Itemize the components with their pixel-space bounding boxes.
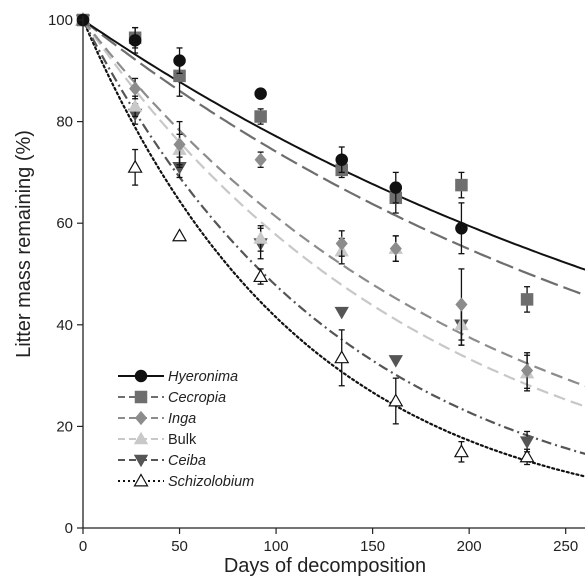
data-point: [172, 228, 188, 242]
data-point: [173, 54, 186, 67]
legend-label: Bulk: [168, 432, 197, 448]
y-tick-label: 0: [65, 520, 73, 537]
fit-curves: [83, 18, 585, 478]
data-point: [455, 178, 468, 192]
data-point: [520, 293, 534, 306]
series-inga: [76, 12, 534, 389]
legend-marker: [134, 410, 148, 426]
axes: 0 50 100 150 200 250 0 20 40 60 80 100: [48, 12, 585, 555]
series-schizolobium: [75, 12, 535, 466]
x-tick-label: 150: [360, 538, 385, 555]
legend-label: Ceiba: [168, 453, 206, 469]
data-point: [334, 350, 350, 364]
data-point: [388, 393, 404, 407]
data-point: [389, 241, 402, 256]
series-ceiba: [75, 14, 535, 453]
data-point: [253, 231, 268, 244]
data-point: [519, 436, 535, 449]
x-tick-label: 100: [264, 538, 289, 555]
data-point: [253, 268, 269, 283]
series-bulk: [75, 12, 535, 392]
data-point: [334, 306, 349, 320]
fit-curve-inga: [83, 19, 585, 388]
data-point: [389, 181, 403, 194]
data-point: [127, 159, 143, 173]
data-point: [519, 449, 535, 463]
data-point: [521, 363, 534, 378]
legend-marker: [133, 473, 149, 487]
fit-curve-ceiba: [83, 19, 585, 455]
legend-label: Inga: [168, 411, 196, 427]
y-tick-label: 80: [56, 114, 73, 131]
data-point: [254, 152, 267, 167]
x-tick-label: 0: [79, 538, 87, 555]
legend-marker: [133, 454, 149, 468]
x-tick-label: 50: [171, 538, 188, 555]
data-point: [453, 444, 469, 458]
legend-marker: [134, 390, 148, 404]
fit-curve-schizolobium: [83, 18, 585, 478]
data-point: [455, 297, 468, 312]
y-tick-label: 60: [56, 215, 73, 232]
y-axis-title: Litter mass remaining (%): [13, 130, 35, 358]
legend-marker: [134, 369, 148, 383]
data-point: [254, 87, 267, 100]
x-axis-title: Days of decomposition: [224, 555, 426, 576]
data-point: [173, 137, 186, 152]
data-point: [128, 34, 142, 47]
y-tick-label: 40: [56, 317, 73, 334]
data-point: [455, 222, 468, 235]
fit-curve-cecropia: [83, 19, 585, 297]
series-cecropia: [76, 13, 534, 313]
data-point: [388, 355, 403, 368]
y-tick-label: 20: [56, 418, 73, 435]
x-tick-label: 200: [457, 538, 482, 555]
plot-area: [75, 12, 585, 478]
x-tick-label: 250: [553, 538, 578, 555]
legend-label: Schizolobium: [168, 474, 254, 490]
data-point: [129, 81, 142, 96]
data-point: [254, 110, 267, 123]
data-point: [127, 99, 143, 112]
legend: Hyeronima Cecropia Inga Bulk Ceiba Schizolobi…: [118, 369, 254, 490]
fit-curve-bulk: [83, 19, 585, 408]
legend-marker: [133, 431, 149, 445]
legend-label: Hyeronima: [168, 369, 238, 385]
data-point: [335, 236, 348, 251]
series-hyeronima: [76, 13, 468, 255]
legend-label: Cecropia: [168, 390, 226, 406]
y-tick-label: 100: [48, 12, 73, 29]
data-point: [335, 153, 348, 166]
